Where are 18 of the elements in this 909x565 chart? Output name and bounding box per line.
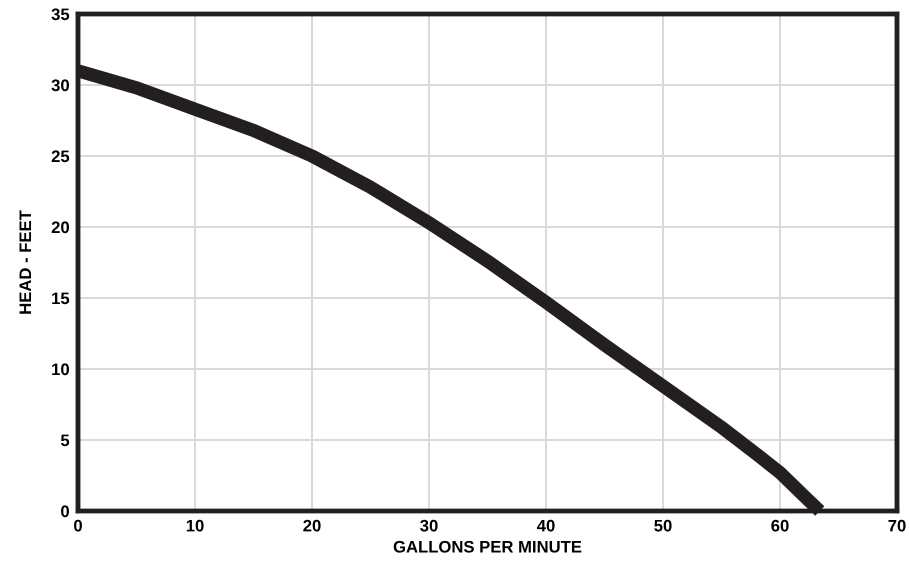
- x-tick-label: 0: [74, 520, 82, 532]
- x-tick-label: 10: [186, 520, 204, 532]
- x-axis-title: GALLONS PER MINUTE: [394, 540, 582, 553]
- y-tick-label: 35: [52, 8, 70, 20]
- x-tick-label: 50: [654, 520, 672, 532]
- y-tick-label: 15: [52, 292, 70, 304]
- y-tick-label: 0: [61, 505, 69, 518]
- x-tick-label: 20: [303, 520, 321, 532]
- x-tick-label: 70: [888, 520, 906, 532]
- y-tick-label: 10: [52, 363, 69, 376]
- y-tick-label: 5: [60, 434, 70, 446]
- y-tick-label: 30: [52, 79, 69, 92]
- x-tick-label: 60: [771, 520, 789, 532]
- y-tick-label: 20: [52, 221, 69, 234]
- y-tick-label: 25: [52, 150, 70, 162]
- x-tick-label: 30: [420, 520, 438, 532]
- x-tick-label: 40: [536, 520, 555, 532]
- y-axis-title: HEAD - FEET: [20, 210, 32, 314]
